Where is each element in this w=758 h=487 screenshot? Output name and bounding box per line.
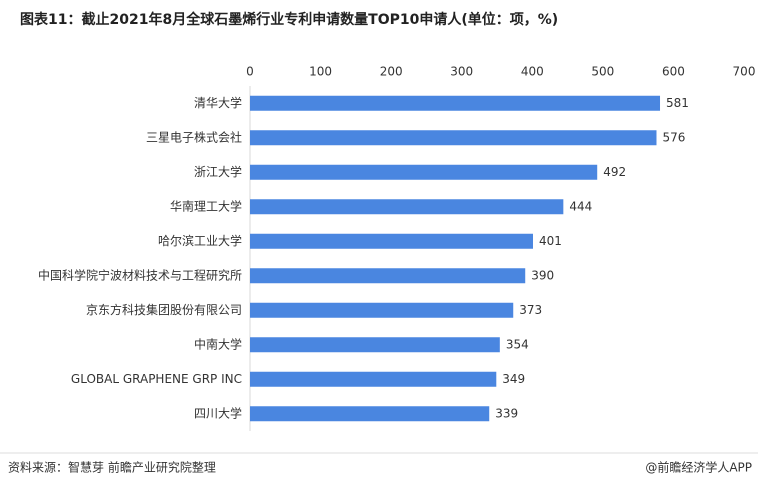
y-tick-label: 哈尔滨工业大学 [158, 233, 242, 248]
y-tick-label: 中国科学院宁波材料技术与工程研究所 [38, 267, 242, 282]
value-label: 444 [569, 199, 592, 213]
x-tick-label: 600 [662, 65, 685, 79]
value-label: 492 [603, 165, 626, 179]
y-tick-label: 浙江大学 [194, 164, 242, 179]
value-label: 576 [662, 130, 685, 144]
chart-title: 图表11：截止2021年8月全球石墨烯行业专利申请数量TOP10申请人(单位：项… [20, 11, 558, 28]
y-tick-label: 华南理工大学 [170, 198, 242, 213]
bar [250, 164, 598, 180]
x-tick-label: 700 [733, 65, 756, 79]
y-tick-label: 清华大学 [194, 95, 242, 110]
x-tick-label: 200 [380, 65, 403, 79]
credit: @前瞻经济学人APP [645, 460, 752, 475]
bar [250, 302, 514, 318]
x-tick-label: 400 [521, 65, 544, 79]
bar [250, 130, 657, 146]
x-tick-label: 500 [591, 65, 614, 79]
bar [250, 199, 564, 215]
bar [250, 371, 497, 387]
x-tick-label: 300 [450, 65, 473, 79]
y-tick-label: 四川大学 [194, 405, 242, 420]
value-label: 373 [519, 303, 542, 317]
bar [250, 95, 661, 111]
value-label: 349 [502, 372, 525, 386]
value-label: 581 [666, 96, 689, 110]
x-tick-label: 100 [309, 65, 332, 79]
value-label: 401 [539, 234, 562, 248]
value-label: 339 [495, 406, 518, 420]
value-label: 390 [531, 268, 554, 282]
bar [250, 337, 500, 353]
bar [250, 406, 490, 422]
value-label: 354 [506, 337, 529, 351]
y-tick-label: GLOBAL GRAPHENE GRP INC [71, 372, 242, 386]
y-tick-label: 中南大学 [194, 336, 242, 351]
bar [250, 268, 526, 284]
y-tick-label: 三星电子株式会社 [146, 129, 242, 144]
y-tick-label: 京东方科技集团股份有限公司 [86, 302, 242, 317]
bar [250, 233, 533, 249]
source: 资料来源：智慧芽 前瞻产业研究院整理 [8, 460, 216, 475]
x-tick-label: 0 [246, 65, 254, 79]
